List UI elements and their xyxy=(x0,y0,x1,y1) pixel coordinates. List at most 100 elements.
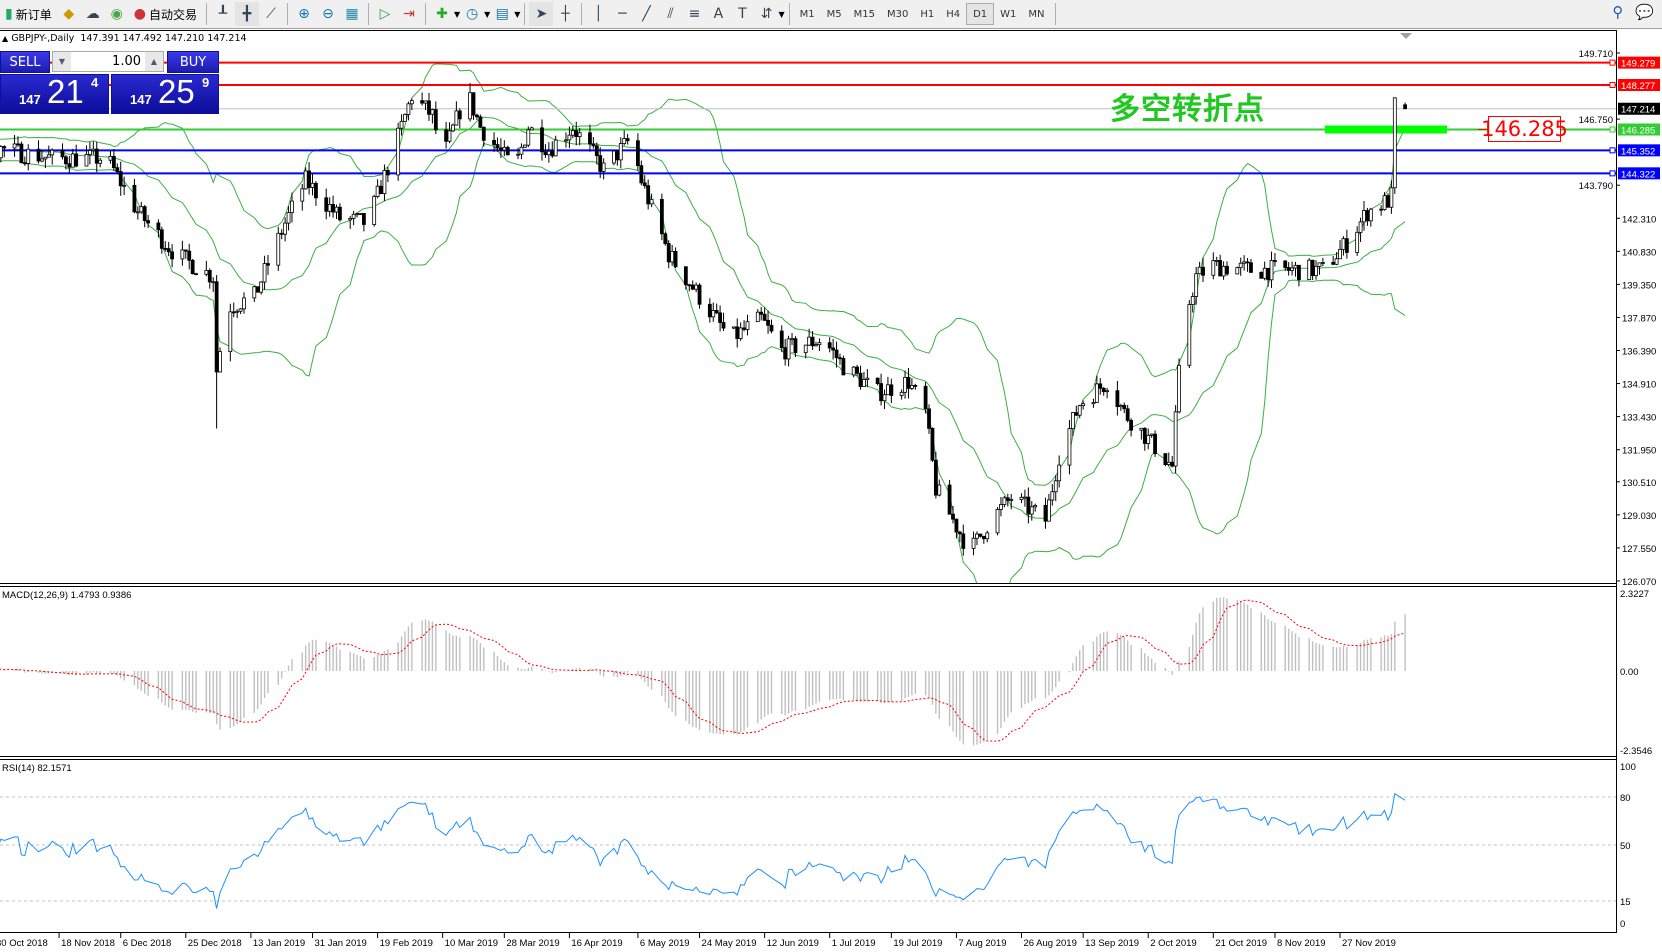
arrows-icon[interactable]: ⇵ xyxy=(760,6,773,22)
candle-body xyxy=(625,138,630,142)
timeframe-m1[interactable]: M1 xyxy=(799,8,815,20)
candle xyxy=(207,268,212,289)
chart-candle-icon[interactable]: ╋ xyxy=(234,2,259,26)
timeframe-m5[interactable]: M5 xyxy=(826,8,842,20)
candle xyxy=(430,108,435,124)
zoom-out-icon[interactable]: ⊖ xyxy=(322,6,334,22)
dropdown-arrow-icon[interactable]: ▼ xyxy=(484,9,491,19)
text-label-icon[interactable]: T xyxy=(738,6,747,22)
timeframe-h4[interactable]: H4 xyxy=(946,8,961,20)
candle xyxy=(1057,455,1062,488)
dropdown-arrow-icon[interactable]: ▼ xyxy=(778,9,785,19)
candle-body xyxy=(731,326,736,329)
candle-body xyxy=(1262,267,1267,279)
candle-body xyxy=(933,459,938,496)
timeframe-h1[interactable]: H1 xyxy=(920,8,935,20)
cursor-icon[interactable]: ➤ xyxy=(529,2,554,26)
new-order-button[interactable]: ▮ 新订单 xyxy=(0,2,57,26)
volume-field[interactable]: ▼ 1.00 ▲ xyxy=(52,51,164,72)
fibonacci-icon[interactable]: ≡ xyxy=(688,6,701,22)
separator xyxy=(1054,3,1056,25)
candle xyxy=(427,92,431,121)
candle-body xyxy=(1314,265,1318,276)
candle xyxy=(827,337,832,353)
candle xyxy=(115,163,120,174)
separator xyxy=(524,3,526,25)
candle-body xyxy=(187,250,192,261)
candle xyxy=(409,98,414,111)
candle xyxy=(529,126,534,131)
candle xyxy=(1002,496,1007,508)
price-label-annotation[interactable]: 146.285 xyxy=(1481,116,1568,142)
timeframe-m30[interactable]: M30 xyxy=(886,8,909,20)
candle-body xyxy=(1341,238,1346,250)
timeframe-mn[interactable]: MN xyxy=(1028,8,1045,20)
sell-button[interactable]: SELL xyxy=(0,51,50,73)
auto-trading-button[interactable]: ● 自动交易 xyxy=(129,2,202,26)
rsi-axis-label: 80 xyxy=(1620,793,1631,804)
candle xyxy=(618,137,623,169)
candle xyxy=(118,161,123,196)
candle-body xyxy=(618,143,623,161)
dropdown-arrow-icon[interactable]: ▼ xyxy=(514,9,521,19)
candle xyxy=(74,144,79,168)
crosshair-icon[interactable]: ┼ xyxy=(561,6,570,22)
chat-icon[interactable]: 💬 xyxy=(1635,3,1654,21)
candle xyxy=(1029,501,1034,521)
volume-value[interactable]: 1.00 xyxy=(112,54,141,69)
vertical-line-icon[interactable]: │ xyxy=(594,6,603,22)
buy-price[interactable]: 147 25 9 xyxy=(111,73,219,114)
candle xyxy=(334,204,339,219)
candle-body xyxy=(1245,261,1250,264)
candle xyxy=(1194,266,1199,305)
autoscroll-icon[interactable]: ▷ xyxy=(379,6,391,22)
timeframe-m15[interactable]: M15 xyxy=(853,8,875,20)
signals-icon[interactable]: ◉ xyxy=(110,6,123,22)
tile-windows-icon[interactable]: ▦ xyxy=(345,6,359,22)
candle-body xyxy=(214,281,219,373)
candle-body xyxy=(827,342,832,349)
dropdown-arrow-icon[interactable]: ▼ xyxy=(453,9,461,19)
indicators-icon[interactable]: ✚ xyxy=(436,6,448,22)
price-tick-label: 136.390 xyxy=(1622,347,1656,358)
history-center-icon[interactable]: ☁ xyxy=(85,6,100,22)
horizontal-line-icon[interactable]: ─ xyxy=(618,6,627,22)
candle xyxy=(303,167,308,190)
separator xyxy=(424,3,426,25)
annotation-text[interactable]: 多空转折点 xyxy=(1110,92,1265,127)
periods-icon[interactable]: ◷ xyxy=(466,6,479,22)
chart-shift-icon[interactable]: ⇥ xyxy=(403,6,415,22)
chart-background xyxy=(0,30,1662,952)
candle xyxy=(372,194,377,227)
candle-body xyxy=(899,391,904,396)
templates-icon[interactable]: ▤ xyxy=(495,6,509,22)
search-icon[interactable]: ⚲ xyxy=(1612,3,1624,21)
candle xyxy=(543,144,548,158)
ohlc-values: 147.391 147.492 147.210 147.214 xyxy=(80,33,247,44)
collapse-icon[interactable]: ▲ xyxy=(2,34,9,43)
volume-increase-icon[interactable]: ▲ xyxy=(145,52,163,71)
candle xyxy=(276,226,281,271)
market-watch-icon[interactable]: ◆ xyxy=(63,6,75,22)
separator xyxy=(581,3,583,25)
candle xyxy=(1362,200,1366,231)
text-icon[interactable]: A xyxy=(713,6,724,22)
zoom-in-icon[interactable]: ⊕ xyxy=(298,6,310,22)
equidistant-channel-icon[interactable]: ⫽ xyxy=(667,6,674,22)
candle-body xyxy=(70,153,75,168)
buy-button[interactable]: BUY xyxy=(167,51,219,73)
chart-bar-icon[interactable]: ┸ xyxy=(218,6,228,22)
candle xyxy=(1149,433,1154,438)
candle xyxy=(286,206,291,231)
sell-price[interactable]: 147 21 4 xyxy=(0,73,109,114)
candle xyxy=(1379,205,1384,216)
timeframe-w1[interactable]: W1 xyxy=(1000,8,1017,20)
volume-decrease-icon[interactable]: ▼ xyxy=(53,52,71,71)
trendline-icon[interactable]: ╱ xyxy=(642,6,651,22)
price-tag-label: 144.322 xyxy=(1621,169,1655,180)
candle xyxy=(882,389,887,410)
chart-line-icon[interactable]: ⟋ xyxy=(266,6,276,22)
timeframe-d1[interactable]: D1 xyxy=(966,3,995,25)
candle-body xyxy=(1286,267,1291,271)
